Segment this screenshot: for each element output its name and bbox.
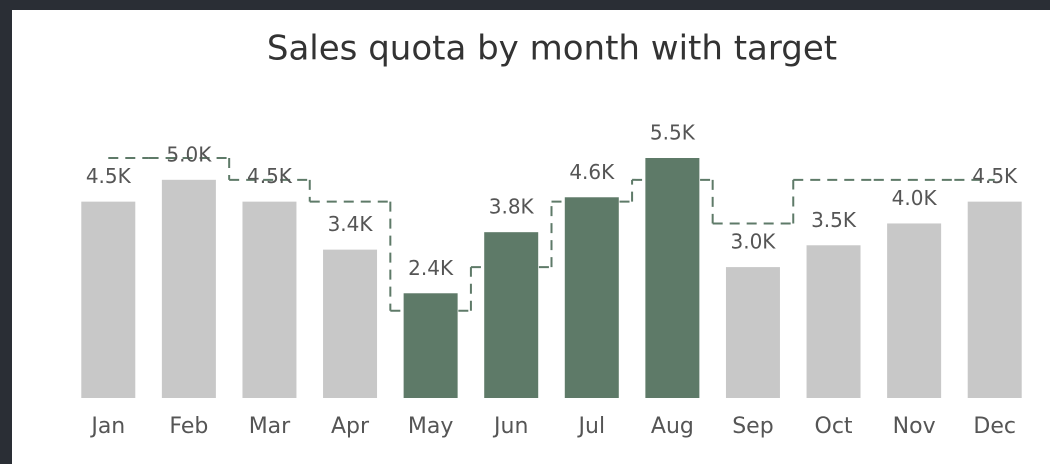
value-label: 5.5K [650,121,696,145]
value-label: 3.4K [328,212,374,236]
value-label: 3.8K [489,195,535,219]
value-label: 4.5K [247,164,293,188]
bar [242,201,297,398]
x-tick-label: Aug [651,414,694,439]
bar [887,223,942,398]
chart-title: Sales quota by month with target [267,29,837,69]
x-tick-label: Jul [577,414,606,439]
bar [81,201,136,398]
x-tick-label: Jun [492,414,528,439]
bar [484,232,539,398]
value-label: 2.4K [408,256,454,280]
bar [161,179,216,398]
value-label: 4.5K [86,164,132,188]
x-tick-label: May [408,414,453,439]
x-tick-label: Mar [249,414,291,439]
bar [645,158,700,398]
x-tick-label: Oct [815,414,853,439]
value-label: 4.6K [569,160,615,184]
x-tick-label: Feb [169,414,208,439]
x-tick-label: Nov [893,414,936,439]
bar [564,197,619,398]
bar [725,267,780,398]
bar [967,201,1022,398]
x-tick-label: Apr [331,414,370,439]
value-label: 4.5K [972,164,1018,188]
x-tick-label: Dec [973,414,1016,439]
bar [806,245,861,398]
x-tick-label: Jan [89,414,125,439]
bar [323,249,378,398]
value-label: 3.0K [730,230,776,254]
value-label: 3.5K [811,208,857,232]
bar [403,293,458,398]
x-tick-label: Sep [732,414,773,439]
value-label: 4.0K [892,186,938,210]
value-label: 5.0K [166,142,212,166]
